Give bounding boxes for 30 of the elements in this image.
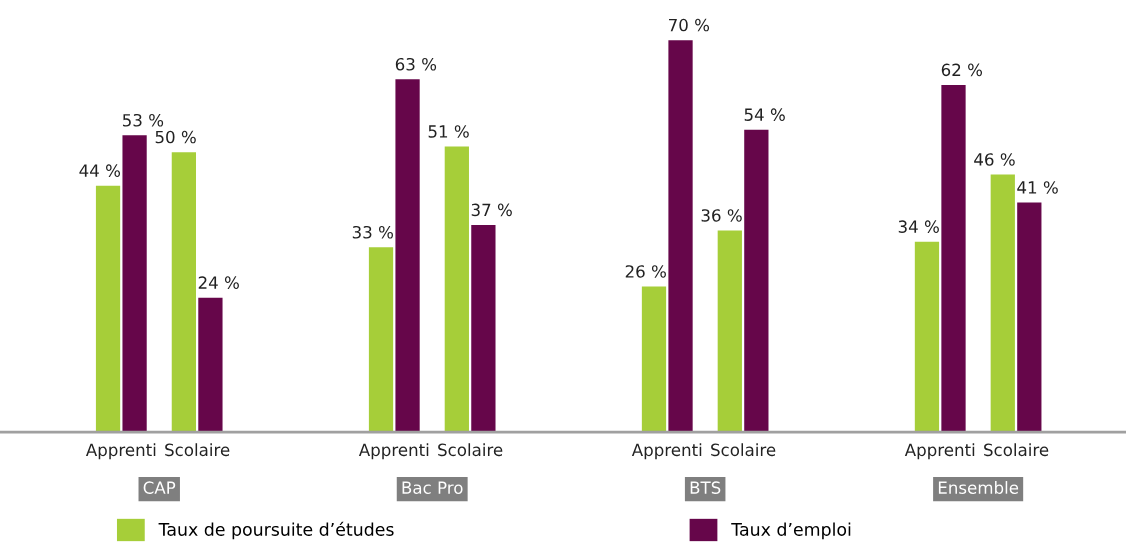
data-label: 70 % (669, 18, 710, 32)
data-label: 26 % (625, 265, 666, 278)
text: CAP (143, 481, 176, 494)
legend-label: Taux de poursuite d’études (158, 521, 394, 540)
data-label: 62 % (941, 63, 983, 77)
legend-label: Taux d’emploi (731, 522, 851, 540)
data-label: 46 % (974, 153, 1015, 166)
text: BTS (690, 481, 721, 494)
data-label: 34 % (898, 220, 939, 233)
text: Ensemble (938, 481, 1019, 494)
x-tick-label: Scolaire (165, 443, 230, 457)
x-tick-label: Scolaire (984, 443, 1049, 457)
data-label: 36 % (701, 209, 742, 222)
x-tick-label: Scolaire (711, 443, 776, 457)
x-tick-label: Apprenti (631, 443, 702, 460)
data-label: 54 % (744, 108, 785, 121)
data-label: 51 % (428, 125, 469, 138)
data-label: 63 % (395, 57, 437, 71)
x-tick-label: Apprenti (904, 443, 975, 460)
data-label: 24 % (198, 276, 239, 289)
data-label: 44 % (79, 164, 121, 177)
x-tick-label: Apprenti (85, 443, 156, 460)
data-label: 33 % (352, 225, 393, 239)
text: Bac Pro (402, 481, 463, 494)
data-label: 50 % (155, 130, 196, 144)
x-tick-label: Apprenti (358, 443, 429, 460)
data-label: 53 % (122, 113, 164, 127)
data-label: 41 % (1017, 181, 1058, 194)
data-label: 37 % (471, 203, 512, 217)
x-tick-label: Scolaire (438, 443, 503, 457)
